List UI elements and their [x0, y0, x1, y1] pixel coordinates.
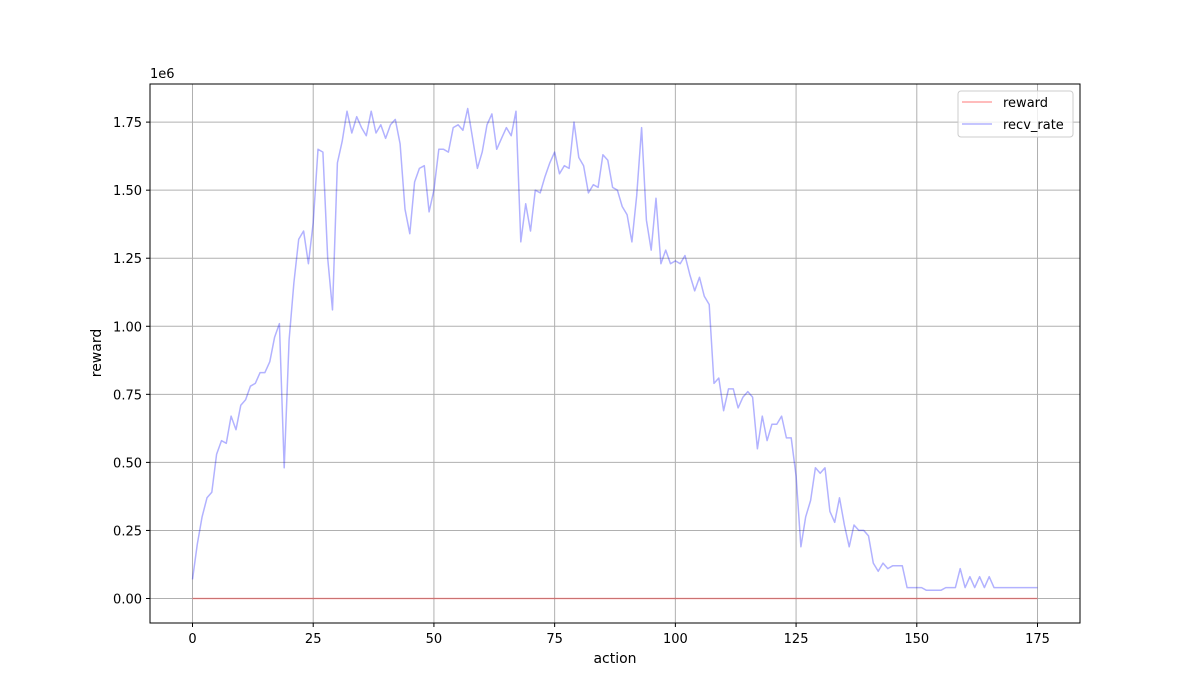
x-tick-label: 125: [784, 632, 809, 647]
series-line-recv-rate: [191, 107, 1038, 592]
y-tick-label: 1.75: [113, 116, 142, 131]
legend-label-recv-rate: recv_rate: [1003, 118, 1064, 133]
y-tick-label: 1.25: [113, 252, 142, 267]
x-tick-label: 0: [188, 632, 196, 647]
grid-lines: [150, 84, 1080, 623]
x-tick-label: 175: [1025, 632, 1050, 647]
legend-label-reward: reward: [1003, 96, 1048, 111]
y-axis: 0.00 0.25 0.50 0.75 1.00 1.25 1.50 1.75: [113, 116, 150, 608]
x-tick-label: 150: [904, 632, 929, 647]
plot-frame: [149, 83, 1081, 624]
y-tick-label: 1.50: [113, 184, 142, 199]
x-axis: 0 25 50 75 100 125 150 175: [188, 623, 1050, 647]
y-tick-label: 0.50: [113, 456, 142, 471]
legend: reward recv_rate: [957, 90, 1074, 138]
y-tick-label: 0.00: [113, 593, 142, 608]
legend-box: [957, 90, 1074, 138]
y-tick-label: 0.75: [113, 388, 142, 403]
x-axis-label: action: [593, 651, 636, 667]
y-tick-label: 0.25: [113, 524, 142, 539]
y-offset-label: 1e6: [150, 67, 175, 82]
series-layer: [191, 107, 1038, 600]
x-tick-label: 75: [546, 632, 563, 647]
x-tick-label: 25: [305, 632, 322, 647]
y-tick-label: 1.00: [113, 320, 142, 335]
x-tick-label: 100: [663, 632, 688, 647]
y-axis-label: reward: [89, 329, 105, 378]
x-tick-label: 50: [426, 632, 443, 647]
